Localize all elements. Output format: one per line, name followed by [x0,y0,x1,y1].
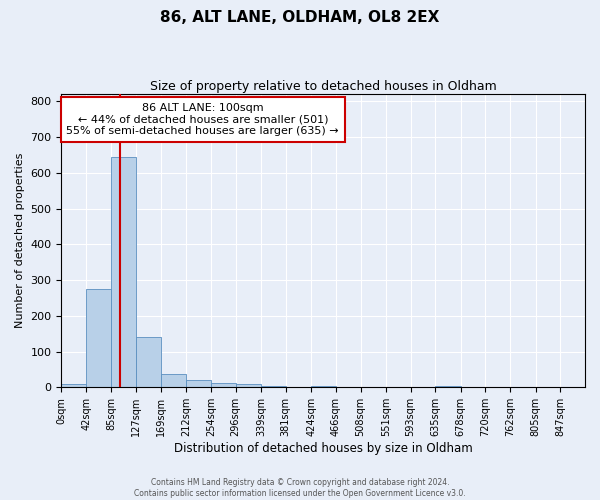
Bar [186,380,211,388]
Bar [436,386,461,388]
Bar [211,383,236,388]
Bar [61,384,86,388]
Bar [112,158,136,388]
Text: Contains HM Land Registry data © Crown copyright and database right 2024.
Contai: Contains HM Land Registry data © Crown c… [134,478,466,498]
Bar [136,338,161,388]
Text: 86, ALT LANE, OLDHAM, OL8 2EX: 86, ALT LANE, OLDHAM, OL8 2EX [160,10,440,25]
Bar [86,289,112,388]
Bar [261,386,286,388]
Text: 86 ALT LANE: 100sqm
← 44% of detached houses are smaller (501)
55% of semi-detac: 86 ALT LANE: 100sqm ← 44% of detached ho… [67,103,339,136]
Title: Size of property relative to detached houses in Oldham: Size of property relative to detached ho… [150,80,497,93]
Bar [236,384,261,388]
X-axis label: Distribution of detached houses by size in Oldham: Distribution of detached houses by size … [174,442,473,455]
Bar [311,386,336,388]
Bar [161,374,186,388]
Y-axis label: Number of detached properties: Number of detached properties [15,153,25,328]
